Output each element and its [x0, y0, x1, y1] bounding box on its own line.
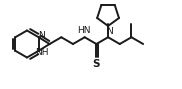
Text: N: N — [106, 27, 112, 36]
Text: HN: HN — [77, 26, 90, 35]
Text: NH: NH — [35, 48, 49, 57]
Text: S: S — [93, 59, 100, 69]
Text: N: N — [38, 31, 45, 40]
